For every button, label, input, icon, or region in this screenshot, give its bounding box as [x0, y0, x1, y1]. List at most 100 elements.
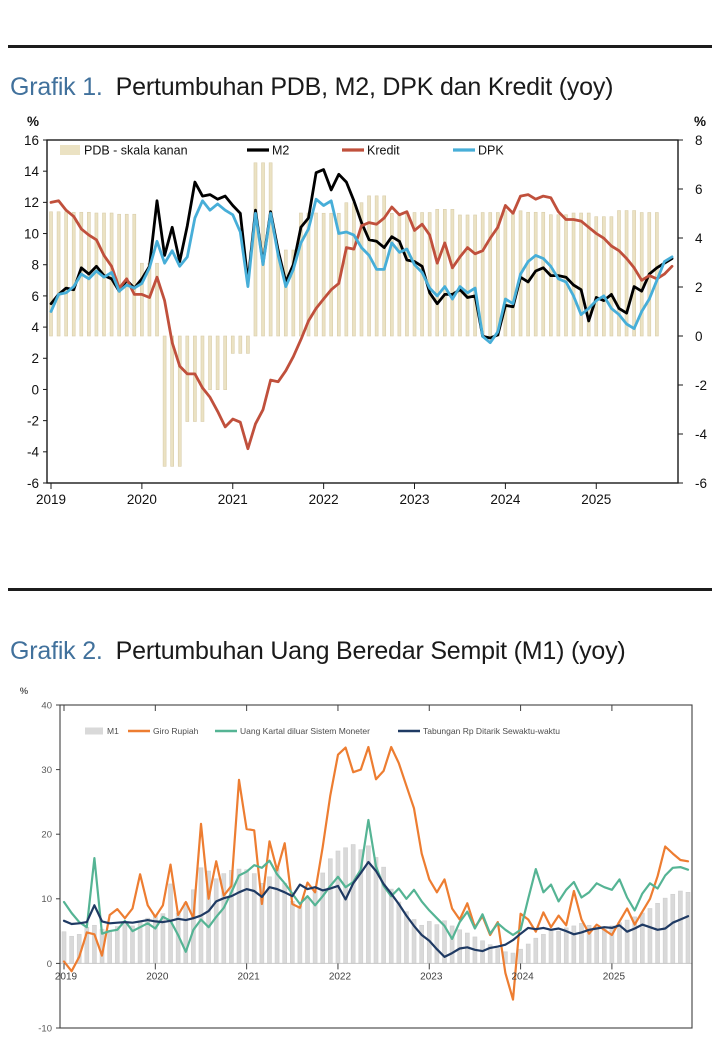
bar: [541, 211, 546, 337]
bar: [571, 212, 576, 337]
legend-item-tabungan-rp-ditarik-sewaktu-waktu: Tabungan Rp Ditarik Sewaktu-waktu: [398, 726, 560, 736]
y-tick-label: -4: [695, 427, 707, 442]
legend-label: PDB - skala kanan: [84, 144, 188, 158]
bar: [200, 335, 205, 422]
bar: [367, 195, 371, 337]
y-tick-label: 6: [695, 182, 703, 197]
bar: [602, 216, 606, 337]
series-line-kredit: [49, 193, 674, 451]
bar: [624, 919, 630, 964]
bar: [343, 847, 348, 964]
bar: [601, 928, 607, 964]
bar: [495, 948, 501, 964]
bar: [678, 890, 683, 964]
bar: [670, 893, 676, 964]
bar: [609, 216, 614, 337]
legend-label: Uang Kartal diluar Sistem Moneter: [240, 726, 370, 736]
bar: [328, 858, 333, 964]
bar: [246, 335, 250, 354]
bar: [397, 212, 402, 337]
bar: [61, 931, 67, 964]
bar: [283, 249, 288, 337]
bar: [450, 209, 455, 337]
bar: [526, 211, 530, 337]
y-tick-label: 2: [31, 351, 39, 366]
bar: [488, 212, 493, 337]
x-tick-label: 2020: [146, 971, 169, 982]
bar: [473, 214, 477, 337]
left-axis: -6 -4 -2 0 2 4 6 8 10 12 14 16%: [24, 114, 47, 491]
x-tick-label: 2019: [36, 492, 66, 507]
right-axis-unit: %: [694, 114, 706, 129]
bar: [640, 912, 645, 964]
bar: [140, 262, 144, 337]
bar: [94, 212, 99, 337]
y-tick-label: -4: [27, 445, 39, 460]
bar: [632, 210, 636, 337]
bar: [107, 930, 112, 964]
y-tick-label: -10: [38, 1023, 52, 1034]
bar: [253, 162, 258, 337]
y-tick-label: 4: [31, 320, 39, 335]
bar: [297, 905, 303, 964]
grafik1-title-text: Pertumbuhan PDB, M2, DPK dan Kredit (yoy…: [115, 73, 614, 101]
bar: [579, 212, 583, 337]
bar: [518, 948, 523, 964]
right-axis: -6 -4 -2 0 2 4 6 8%: [678, 114, 707, 491]
bar: [314, 212, 318, 337]
legend-item-m2: M2: [247, 144, 289, 158]
bar: [685, 892, 691, 964]
bar: [586, 212, 591, 337]
bar: [655, 903, 660, 964]
series-line-m2: [49, 168, 674, 340]
x-axis: 2019 2020 2021 2022 2023 2024 2025: [36, 483, 611, 507]
bar: [465, 214, 470, 337]
left-axis-unit: %: [20, 686, 29, 697]
bar: [236, 868, 242, 964]
y-tick-label: -6: [695, 476, 707, 491]
bar: [153, 915, 158, 964]
bar: [404, 911, 409, 964]
y-tick-label: 4: [695, 231, 703, 246]
left-axis-unit: %: [27, 114, 39, 129]
bar: [289, 901, 295, 964]
bar: [359, 202, 364, 337]
x-tick-label: 2021: [218, 492, 248, 507]
bar: [594, 216, 599, 337]
y-tick-label: 12: [24, 195, 39, 210]
bar: [443, 209, 447, 337]
x-axis: 2019 2020 2021 2022 2023 2024 2025: [55, 705, 625, 982]
bar: [412, 212, 417, 337]
legend-swatch: [60, 145, 80, 155]
bar: [320, 872, 326, 964]
bar: [427, 212, 432, 337]
y-tick-label: 30: [41, 765, 52, 776]
bar: [541, 934, 546, 964]
chart2-figure: -10 0 10 20 30 40% 2019 2020 2021 2022 2023 2024 202…: [20, 686, 693, 1034]
legend-label: M2: [272, 144, 289, 158]
top-divider: [8, 45, 712, 48]
bar: [617, 210, 621, 337]
bar: [56, 211, 61, 337]
bar: [617, 922, 622, 964]
legend-item-uang-kartal-diluar-sistem-moneter: Uang Kartal diluar Sistem Moneter: [215, 726, 370, 736]
legend-item-pdb-skala-kanan: PDB - skala kanan: [60, 144, 188, 158]
x-tick-label: 2019: [55, 971, 78, 982]
bar: [434, 924, 440, 964]
bar: [662, 897, 668, 964]
bar: [511, 210, 515, 337]
bar: [335, 850, 341, 964]
bar: [132, 213, 137, 337]
bar: [177, 335, 182, 467]
legend-item-m1: M1: [85, 726, 119, 736]
y-tick-label: 0: [47, 959, 52, 970]
bar: [510, 952, 516, 964]
x-tick-label: 2022: [329, 971, 352, 982]
bar: [238, 335, 243, 354]
bar: [117, 213, 121, 337]
legend-item-giro-rupiah: Giro Rupiah: [128, 726, 199, 736]
y-tick-label: 2: [695, 280, 703, 295]
bar: [503, 210, 508, 337]
bar: [244, 869, 249, 964]
y-tick-label: -2: [27, 413, 39, 428]
